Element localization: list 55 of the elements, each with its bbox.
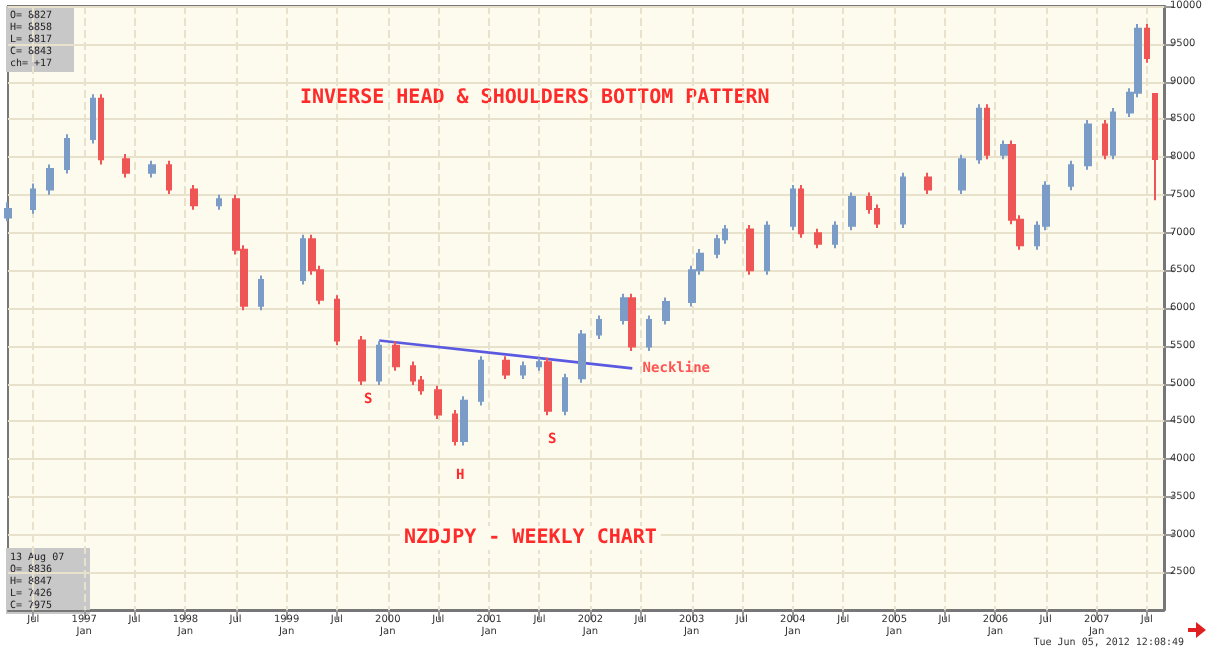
candlestick bbox=[148, 159, 156, 179]
candlestick bbox=[976, 103, 982, 165]
candlestick bbox=[1000, 139, 1008, 161]
candlestick bbox=[460, 395, 468, 447]
candlestick bbox=[166, 159, 172, 195]
candlestick bbox=[814, 227, 822, 250]
candlestick bbox=[258, 274, 264, 312]
candlestick bbox=[764, 220, 770, 276]
candlestick bbox=[628, 292, 636, 353]
candlestick bbox=[848, 191, 856, 232]
candlestick bbox=[746, 223, 754, 276]
candlestick bbox=[1084, 119, 1092, 171]
candlestick bbox=[64, 133, 70, 175]
candlestick bbox=[46, 163, 54, 196]
candlestick bbox=[798, 183, 804, 239]
candlestick bbox=[958, 153, 966, 195]
text: NZDJPY - WEEKLY CHART bbox=[404, 527, 657, 549]
candlestick bbox=[714, 233, 720, 260]
candlestick bbox=[520, 360, 526, 380]
candlestick bbox=[596, 314, 602, 340]
candlestick bbox=[410, 360, 416, 387]
candlestick bbox=[790, 183, 796, 232]
candlestick bbox=[1102, 119, 1108, 161]
candlestick bbox=[1144, 23, 1150, 64]
candlestick bbox=[536, 356, 542, 372]
candlestick bbox=[90, 93, 96, 145]
candlestick bbox=[452, 408, 458, 447]
candlestick bbox=[122, 152, 130, 179]
candlestick bbox=[334, 294, 340, 346]
candlestick bbox=[478, 355, 484, 407]
candlestick bbox=[662, 296, 670, 326]
candlestick bbox=[900, 171, 906, 229]
candlestick bbox=[392, 340, 400, 372]
candlestick bbox=[98, 93, 104, 166]
candlestick bbox=[1068, 159, 1074, 192]
candlestick bbox=[30, 182, 36, 215]
candlestick bbox=[300, 233, 306, 286]
candlestick bbox=[646, 314, 652, 353]
candlestick bbox=[562, 372, 568, 417]
candlestick bbox=[376, 340, 382, 387]
candlestick bbox=[620, 292, 628, 326]
text: INVERSE HEAD & SHOULDERS BOTTOM PATTERN bbox=[300, 87, 770, 109]
candlestick bbox=[578, 328, 586, 384]
candlestick bbox=[1152, 92, 1158, 202]
candlestick bbox=[358, 334, 366, 387]
candlestick bbox=[984, 103, 990, 161]
candlestick bbox=[544, 356, 552, 417]
candlestick bbox=[4, 201, 12, 223]
candlestick bbox=[190, 183, 198, 211]
candlestick bbox=[1110, 106, 1116, 161]
candlestick bbox=[216, 193, 222, 211]
candlestick bbox=[832, 220, 838, 250]
candlestick bbox=[502, 355, 510, 380]
candlestick bbox=[924, 171, 932, 195]
candlestick bbox=[434, 384, 442, 420]
